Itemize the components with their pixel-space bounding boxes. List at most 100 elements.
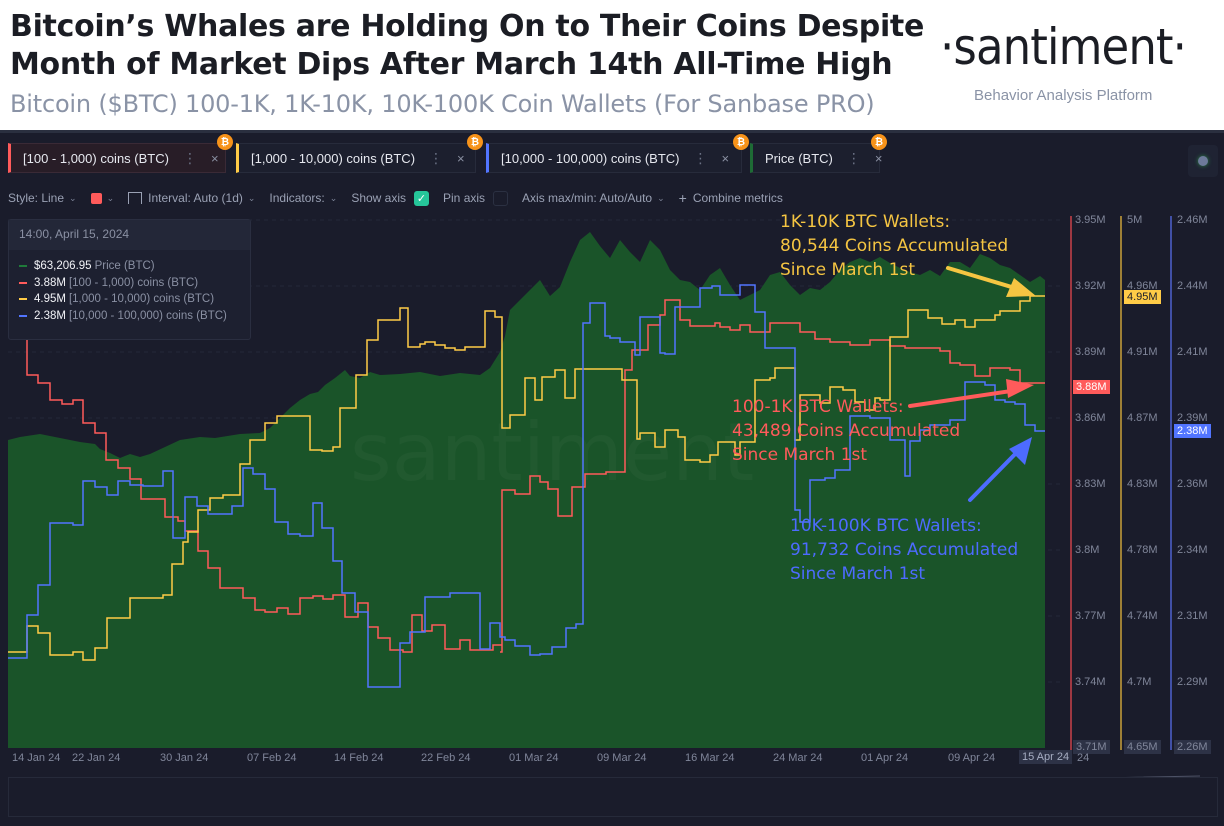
title-line-1: Bitcoin’s Whales are Holding On to Their… bbox=[10, 9, 925, 44]
chevron-down-icon: ⌄ bbox=[657, 192, 665, 203]
axis-tick: 4.83M bbox=[1127, 478, 1158, 490]
x-tick: 07 Feb 24 bbox=[247, 752, 297, 764]
show-axis-checkbox[interactable]: ✓ bbox=[414, 190, 430, 206]
axis-tick: 2.44M bbox=[1177, 280, 1208, 292]
annotation-line: 100-1K BTC Wallets: bbox=[732, 397, 904, 417]
current-value-tag: 3.88M bbox=[1073, 380, 1110, 394]
axis-tick: 4.91M bbox=[1127, 346, 1158, 358]
annotation-line: 80,544 Coins Accumulated bbox=[780, 236, 1009, 256]
annotation-10k-100k: 10K-100K BTC Wallets: 91,732 Coins Accum… bbox=[790, 514, 1018, 586]
tab-label: [1,000 - 10,000) coins (BTC) bbox=[251, 150, 416, 166]
axis-tick: 3.74M bbox=[1075, 676, 1106, 688]
axis-tick-min: 3.71M bbox=[1073, 740, 1110, 754]
kebab-menu-icon[interactable]: ⋮ bbox=[846, 149, 861, 166]
bitcoin-badge-icon: ₿ bbox=[467, 134, 483, 150]
indicators-dropdown[interactable]: Indicators: ⌄ bbox=[269, 191, 337, 205]
chevron-down-icon: ⌄ bbox=[329, 192, 338, 203]
tooltip-value: $63,206.95 bbox=[34, 260, 92, 273]
axis-tick: 2.29M bbox=[1177, 676, 1208, 688]
axis-tick: 5M bbox=[1127, 214, 1143, 226]
annotation-1k-10k: 1K-10K BTC Wallets: 80,544 Coins Accumul… bbox=[780, 210, 1008, 282]
close-icon[interactable]: × bbox=[210, 150, 219, 166]
close-icon[interactable]: × bbox=[721, 150, 730, 166]
title-line-2: Month of Market Dips After March 14th Al… bbox=[10, 47, 893, 82]
close-icon[interactable]: × bbox=[874, 150, 883, 166]
status-dot-icon bbox=[1198, 156, 1208, 166]
axis-tick-min: 4.65M bbox=[1124, 740, 1161, 754]
show-axis-toggle[interactable]: Show axis ✓ bbox=[351, 190, 430, 206]
range-navigator[interactable] bbox=[8, 777, 1218, 817]
chart-toolbar: Style: Line ⌄ ⌄ Interval: Auto (1d) ⌄ In… bbox=[8, 189, 797, 207]
annotation-line: 10K-100K BTC Wallets: bbox=[790, 516, 982, 536]
tooltip-name: Price (BTC) bbox=[94, 260, 155, 273]
combine-metrics-button[interactable]: + Combine metrics bbox=[679, 190, 783, 206]
annotation-line: 43,489 Coins Accumulated bbox=[732, 421, 961, 441]
axis-maxmin-dropdown[interactable]: Axis max/min: Auto/Auto ⌄ bbox=[522, 191, 665, 205]
page-title: Bitcoin’s Whales are Holding On to Their… bbox=[10, 8, 930, 84]
kebab-menu-icon[interactable]: ⋮ bbox=[182, 149, 197, 166]
kebab-menu-icon[interactable]: ⋮ bbox=[429, 149, 444, 166]
page-subtitle: Bitcoin ($BTC) 100-1K, 1K-10K, 10K-100K … bbox=[10, 90, 875, 118]
axis-tick: 3.77M bbox=[1075, 610, 1106, 622]
tooltip-name: [10,000 - 100,000) coins (BTC) bbox=[68, 309, 227, 322]
interval-dropdown[interactable]: Interval: Auto (1d) ⌄ bbox=[128, 191, 255, 205]
close-icon[interactable]: × bbox=[457, 150, 465, 166]
legend-swatch bbox=[19, 265, 27, 268]
axis-tick: 4.78M bbox=[1127, 544, 1158, 556]
x-tick: 24 bbox=[1077, 752, 1090, 764]
metric-tabs: [100 - 1,000) coins (BTC) ⋮ × ₿ [1,000 -… bbox=[0, 134, 887, 179]
style-dropdown[interactable]: Style: Line ⌄ bbox=[8, 191, 77, 205]
chevron-down-icon: ⌄ bbox=[247, 192, 256, 203]
annotation-line: 91,732 Coins Accumulated bbox=[790, 540, 1019, 560]
axis-tick-min: 2.26M bbox=[1174, 740, 1211, 754]
axis-tick: 4.7M bbox=[1127, 676, 1152, 688]
pin-axis-label: Pin axis bbox=[443, 191, 486, 205]
tab-metric-1k-10k[interactable]: [1,000 - 10,000) coins (BTC) ⋮ × ₿ bbox=[236, 134, 483, 173]
tooltip-value: 3.88M bbox=[34, 276, 66, 289]
tooltip-datetime: 14:00, April 15, 2024 bbox=[9, 220, 250, 250]
tooltip-name: [1,000 - 10,000) coins (BTC) bbox=[68, 293, 215, 306]
color-dropdown[interactable]: ⌄ bbox=[90, 192, 114, 204]
axis-tick: 2.36M bbox=[1177, 478, 1208, 490]
axis-tick: 3.89M bbox=[1075, 346, 1106, 358]
x-tick: 09 Mar 24 bbox=[597, 752, 647, 764]
bitcoin-badge-icon: ₿ bbox=[217, 134, 233, 150]
x-tick: 16 Mar 24 bbox=[685, 752, 735, 764]
header-divider bbox=[0, 130, 1224, 133]
x-current-tag: 15 Apr 24 bbox=[1019, 750, 1073, 764]
tab-metric-10k-100k[interactable]: [10,000 - 100,000) coins (BTC) ⋮ × ₿ bbox=[486, 134, 749, 173]
x-tick: 01 Apr 24 bbox=[861, 752, 909, 764]
indicators-label: Indicators: bbox=[269, 191, 325, 205]
x-tick: 22 Jan 24 bbox=[72, 752, 121, 764]
interval-icon bbox=[128, 192, 143, 204]
tooltip-row-100-1k: 3.88M [100 - 1,000) coins (BTC) bbox=[19, 275, 240, 292]
hover-tooltip: 14:00, April 15, 2024 $63,206.95 Price (… bbox=[8, 219, 251, 340]
x-tick: 24 Mar 24 bbox=[773, 752, 823, 764]
pin-axis-toggle[interactable]: Pin axis bbox=[443, 190, 509, 206]
axis-tick: 2.41M bbox=[1177, 346, 1208, 358]
annotation-line: Since March 1st bbox=[780, 260, 916, 280]
x-tick: 30 Jan 24 bbox=[160, 752, 209, 764]
bitcoin-badge-icon: ₿ bbox=[871, 134, 887, 150]
tab-label: [100 - 1,000) coins (BTC) bbox=[23, 150, 169, 166]
axis-tick: 2.39M bbox=[1177, 412, 1208, 424]
combine-metrics-label: Combine metrics bbox=[692, 191, 783, 205]
x-tick: 22 Feb 24 bbox=[421, 752, 471, 764]
axis-tick: 4.87M bbox=[1127, 412, 1158, 424]
axis-tick: 3.83M bbox=[1075, 478, 1106, 490]
pin-axis-checkbox[interactable] bbox=[493, 190, 509, 206]
live-toggle-button[interactable] bbox=[1188, 145, 1218, 177]
axis-tick: 2.34M bbox=[1177, 544, 1208, 556]
kebab-menu-icon[interactable]: ⋮ bbox=[693, 149, 708, 166]
plus-icon: + bbox=[678, 190, 687, 206]
tooltip-row-price: $63,206.95 Price (BTC) bbox=[19, 258, 240, 275]
axis-tick: 2.46M bbox=[1177, 214, 1208, 226]
tab-metric-price[interactable]: Price (BTC) ⋮ × ₿ bbox=[750, 134, 887, 173]
current-value-tag: 2.38M bbox=[1174, 424, 1211, 438]
x-tick: 09 Apr 24 bbox=[948, 752, 996, 764]
axis-tick: 2.31M bbox=[1177, 610, 1208, 622]
x-tick: 14 Jan 24 bbox=[12, 752, 61, 764]
tab-metric-100-1k[interactable]: [100 - 1,000) coins (BTC) ⋮ × ₿ bbox=[8, 134, 233, 173]
axis-tick: 4.96M bbox=[1127, 280, 1158, 292]
show-axis-label: Show axis bbox=[351, 191, 407, 205]
